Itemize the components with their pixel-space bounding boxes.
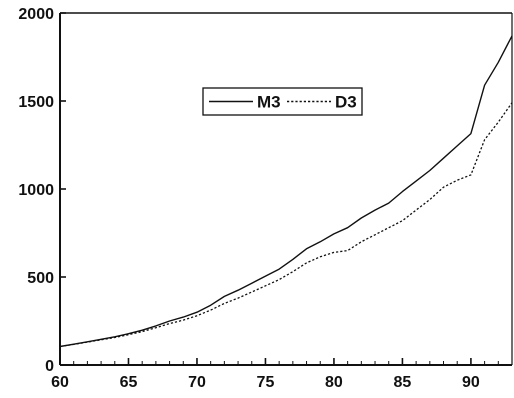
x-axis: 60 65 70 75 80 85 90 [51, 358, 513, 391]
y-axis: 0 500 1000 1500 2000 [18, 6, 66, 375]
series-line-m3 [59, 35, 513, 348]
y-tick-label: 1500 [18, 94, 54, 111]
y-tick-label: 500 [27, 270, 54, 287]
legend-label-m3: M3 [257, 93, 281, 112]
x-tick-label: 90 [462, 374, 480, 391]
x-tick-label: 75 [257, 374, 275, 391]
x-tick-label: 70 [188, 374, 206, 391]
x-tick-label: 60 [51, 374, 69, 391]
x-tick-label: 65 [120, 374, 138, 391]
series-line-d3 [59, 102, 513, 348]
y-tick-label: 1000 [18, 182, 54, 199]
plot-area [60, 12, 513, 365]
legend: M3 D3 [202, 87, 363, 116]
series-layer [59, 35, 513, 348]
x-tick-label: 85 [394, 374, 412, 391]
y-tick-label: 2000 [18, 6, 54, 23]
y-tick-label: 0 [45, 358, 54, 375]
legend-label-d3: D3 [335, 93, 357, 112]
x-tick-label: 80 [325, 374, 343, 391]
